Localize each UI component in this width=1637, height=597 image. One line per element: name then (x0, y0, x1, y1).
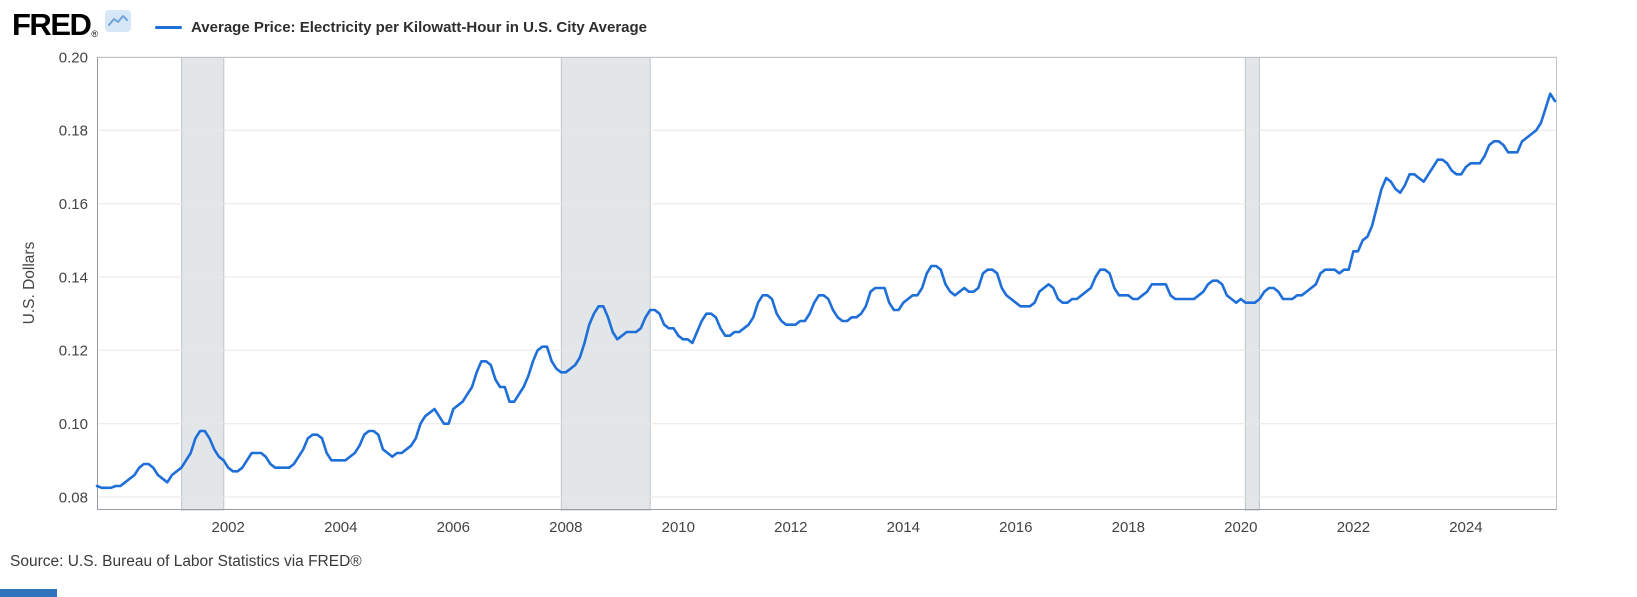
chart-legend: Average Price: Electricity per Kilowatt-… (155, 19, 647, 36)
x-tick-label: 2010 (662, 519, 695, 536)
fred-logo-chart-icon (105, 9, 132, 37)
plot-border (97, 57, 1557, 510)
recession-band (181, 56, 225, 511)
fred-logo-text: FRED (12, 6, 92, 42)
x-tick-label: 2002 (212, 519, 245, 536)
registered-trademark: ® (91, 28, 99, 39)
x-tick-label: 2004 (324, 519, 357, 536)
y-axis-title: U.S. Dollars (21, 241, 38, 325)
x-tick-label: 2024 (1449, 519, 1482, 536)
series-line[interactable] (95, 92, 1557, 490)
x-tick-label: 2022 (1337, 519, 1370, 536)
y-tick-label: 0.08 (59, 489, 88, 506)
x-tick-label: 2014 (887, 519, 920, 536)
legend-line-swatch (155, 25, 183, 29)
legend-series-label: Average Price: Electricity per Kilowatt-… (191, 18, 648, 36)
y-tick-label: 0.18 (59, 123, 88, 140)
y-tick-label: 0.16 (59, 196, 88, 213)
y-tick-label: 0.20 (59, 49, 88, 66)
y-tick-label: 0.14 (59, 269, 88, 286)
partial-bottom-element[interactable] (0, 589, 57, 597)
chart-header: FRED ® Average Price: Electricity per Ki… (12, 6, 647, 42)
recession-band (560, 56, 651, 511)
y-tick-label: 0.10 (59, 416, 88, 433)
y-tick-label: 0.12 (59, 343, 88, 360)
x-tick-label: 2008 (549, 519, 582, 536)
recession-band (1244, 56, 1260, 511)
x-tick-label: 2012 (774, 519, 807, 536)
x-tick-label: 2016 (999, 519, 1032, 536)
x-tick-label: 2018 (1112, 519, 1145, 536)
fred-logo[interactable]: FRED ® (12, 6, 132, 42)
source-text: Source: U.S. Bureau of Labor Statistics … (10, 553, 362, 570)
x-tick-label: 2020 (1224, 519, 1257, 536)
x-tick-label: 2006 (437, 519, 470, 536)
chart-plot-area[interactable]: 0.08 0.10 0.12 0.14 0.16 0.18 0.20 2002 2004 2006… (59, 49, 1557, 536)
